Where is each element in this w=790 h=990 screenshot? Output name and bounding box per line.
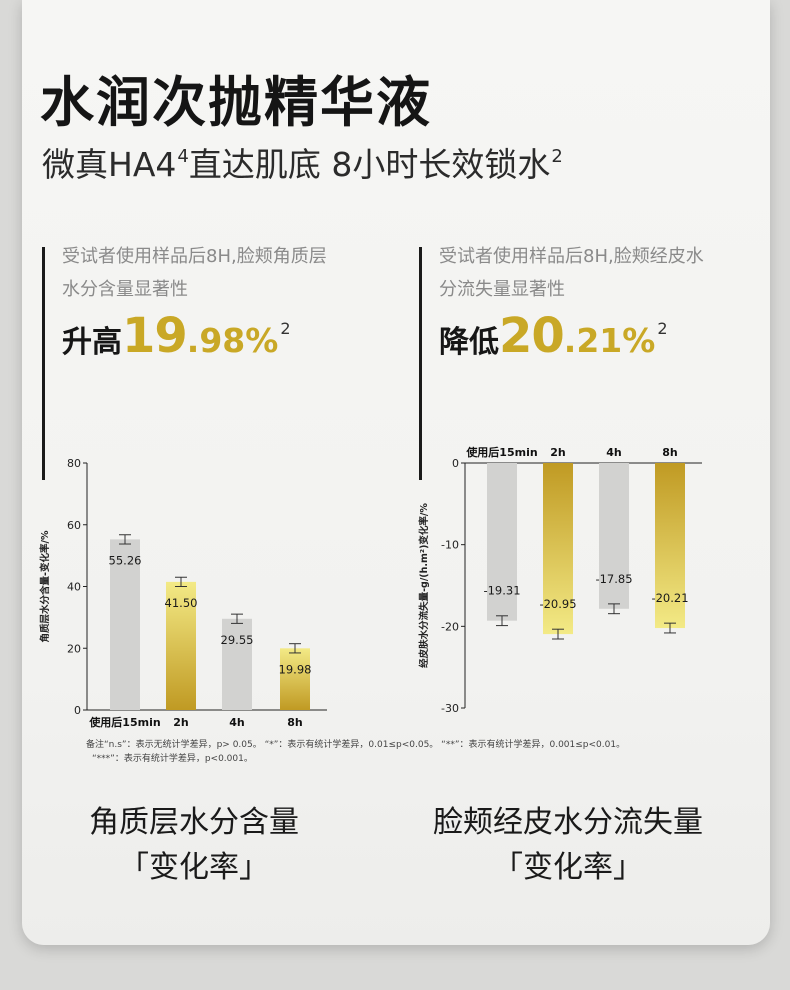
left-y-tick-label: 20 [67,642,81,655]
right-stat: 降低20.21% 2 [439,308,668,364]
left-y-tick-label: 0 [74,704,81,717]
right-bar [599,463,629,609]
left-bar [280,648,310,710]
left-data-label: 29.55 [221,633,254,647]
right-y-tick-label: -30 [441,702,459,715]
left-data-label: 19.98 [279,662,312,676]
left-desc-line1: 受试者使用样品后8H,脸颊角质层 [62,246,327,267]
left-bar [222,618,252,710]
left-category-label: 2h [173,716,189,729]
page-title: 水润次抛精华液 [40,71,432,134]
right-y-axis-label: 经皮肤水分流失量-g/(h.m²)变化率/% [418,503,430,668]
left-category-label: 8h [287,716,303,729]
right-category-label: 8h [662,446,678,459]
right-accent-bar [419,247,422,480]
left-category-label: 使用后15min [88,715,160,729]
left-data-label: 55.26 [109,553,142,567]
content-card [22,0,770,945]
left-data-label: 41.50 [165,596,198,610]
right-y-tick-label: -20 [441,620,459,633]
right-desc-line1: 受试者使用样品后8H,脸颊经皮水 [439,246,704,267]
right-category-label: 4h [606,446,622,459]
right-category-label: 使用后15min [465,445,537,459]
left-y-tick-label: 40 [67,581,81,594]
subtitle-footnote-1: 4 [177,146,189,167]
right-category-label: 2h [550,446,566,459]
right-y-tick-label: 0 [452,457,459,470]
left-accent-bar [42,247,45,480]
left-stat-block: 受试者使用样品后8H,脸颊角质层 水分含量显著性 升高19.98% 2 [62,240,392,364]
left-desc-line2: 水分含量显著性 [62,279,188,300]
left-caption: 角质层水分含量 「变化率」 [89,805,299,885]
note-line2: “***”：表示有统计学差异，p<0.001。 [92,754,253,764]
note-line1: 备注“n.s”：表示无统计学差异，p> 0.05。 “*”：表示有统计学差异，0… [86,740,626,750]
left-stat: 升高19.98% 2 [62,308,291,364]
significance-note: 备注“n.s”：表示无统计学差异，p> 0.05。 “*”：表示有统计学差异，0… [86,738,625,766]
right-data-label: -20.95 [539,597,576,611]
left-category-label: 4h [229,716,245,729]
right-y-tick-label: -10 [441,539,459,552]
left-bar [166,581,196,710]
right-bar [487,463,517,621]
right-data-label: -20.21 [651,591,688,605]
left-y-axis-label: 角质层水分含量-变化率/% [39,530,51,642]
right-desc-line2: 分流失量显著性 [439,279,565,300]
right-data-label: -19.31 [483,584,520,598]
right-bar [655,463,685,629]
right-stat-block: 受试者使用样品后8H,脸颊经皮水 分流失量显著性 降低20.21% 2 [439,240,769,364]
left-y-tick-label: 80 [67,457,81,470]
right-data-label: -17.85 [595,572,632,586]
page-subtitle: 微真HA44直达肌底 8小时长效锁水2 [42,145,563,184]
left-y-tick-label: 60 [67,519,81,532]
left-bar [110,539,140,710]
right-caption: 脸颊经皮水分流失量 「变化率」 [433,805,703,885]
subtitle-footnote-2: 2 [551,146,563,167]
right-bar [543,463,573,635]
